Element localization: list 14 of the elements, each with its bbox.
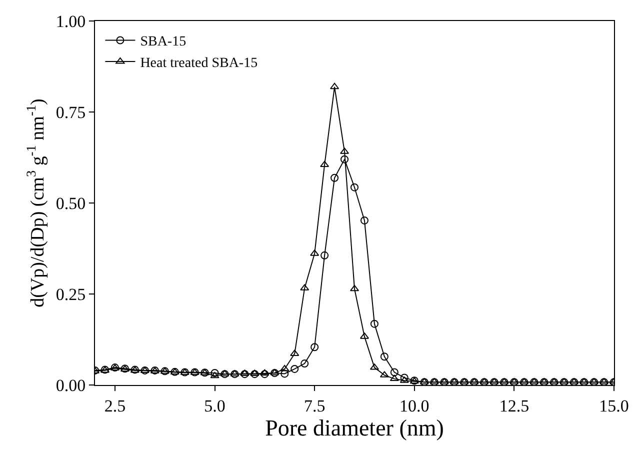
x-tick-label: 10.0 <box>400 396 430 416</box>
x-tick-label: 2.5 <box>104 396 126 416</box>
y-tick-label: 0.00 <box>56 376 86 395</box>
x-tick-label: 15.0 <box>599 396 629 416</box>
x-tick-label: 12.5 <box>499 396 530 416</box>
y-tick-label: 1.00 <box>56 12 86 31</box>
legend-label: Heat treated SBA-15 <box>140 56 258 71</box>
legend-label: SBA-15 <box>140 34 186 50</box>
y-tick-label: 0.50 <box>56 194 86 213</box>
x-tick-label: 7.5 <box>304 396 326 416</box>
y-tick-label: 0.75 <box>56 102 86 122</box>
x-axis-title: Pore diameter (nm) <box>265 415 444 440</box>
y-tick-label: 0.25 <box>56 284 86 304</box>
x-tick-label: 5.0 <box>204 396 226 416</box>
